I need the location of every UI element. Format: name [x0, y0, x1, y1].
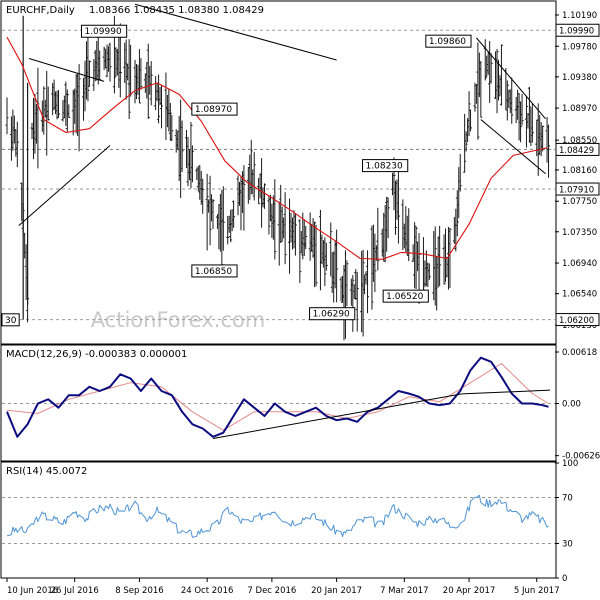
macd-y-tick-label: 0.00618 [562, 348, 597, 358]
x-tick-label: 26 Jul 2016 [51, 586, 99, 596]
price-trendline [476, 37, 546, 120]
price-panel-frame [0, 0, 557, 345]
x-tick-label: 7 Dec 2016 [247, 586, 296, 596]
price-trendline [134, 3, 337, 61]
x-tick-label: 5 Jun 2017 [514, 586, 560, 596]
price-annotation-label: 1.08230 [366, 162, 403, 172]
price-y-tick-label: 1.07750 [562, 197, 597, 207]
price-annotation-label: 1.09860 [429, 37, 466, 47]
x-tick-label: 20 Jan 2017 [311, 586, 362, 596]
price-y-tick-label: 1.08160 [562, 166, 597, 176]
macd-trendline [212, 393, 462, 439]
price-y-tick-label: 1.08970 [562, 104, 597, 114]
price-partial-label: 30 [5, 316, 17, 326]
price-annotation-label: 1.08970 [195, 105, 232, 115]
x-tick-label: 7 Mar 2017 [380, 586, 428, 596]
price-highlight-box [555, 23, 600, 37]
price-highlight-label: 1.07910 [559, 186, 594, 196]
price-annotation-label-box [425, 34, 472, 48]
macd-header: MACD(12,26,9) -0.000383 0.000001 [6, 349, 187, 360]
price-header-symbol: EURCHF,Daily [6, 5, 75, 16]
price-y-tick-label: 1.06540 [562, 290, 597, 300]
price-panel: 1.09990 1.08970 1.06850 1.08230 1.06290 1.065… [1, 3, 600, 341]
price-trendline [28, 58, 105, 82]
rsi-y-tick-label: 30 [562, 540, 573, 550]
price-annotation-label-box [191, 264, 238, 278]
price-highlight-label: 1.09990 [559, 27, 594, 37]
macd-trendline [461, 389, 551, 395]
price-highlight-box [555, 313, 600, 327]
price-highlight-label: 1.08429 [559, 146, 594, 156]
rsi-line [6, 494, 549, 538]
price-annotation-label-box [80, 24, 128, 38]
price-y-tick-label: 1.09780 [562, 42, 597, 52]
macd-y-tick-label: -0.00626 [562, 452, 600, 462]
rsi-panel-frame [0, 461, 557, 579]
x-tick-label: 8 Sep 2016 [115, 586, 163, 596]
macd-panel: 0.00618 0.00 -0.00626 [2, 348, 600, 462]
price-annotation-label-box [191, 102, 238, 116]
price-trendline [18, 145, 111, 227]
price-highlight-box [555, 142, 600, 156]
rsi-panel: 100 70 30 0 [2, 459, 578, 584]
price-annotation-label-box [309, 307, 356, 321]
price-annotation-label: 1.06850 [195, 267, 232, 277]
rsi-y-tick-label: 0 [562, 574, 567, 584]
price-annotation-label-box [362, 159, 409, 173]
rsi-header: RSI(14) 45.0072 [6, 466, 87, 477]
price-trendline [480, 119, 546, 175]
price-y-tick-label: 1.08550 [562, 136, 597, 146]
price-y-tick-label: 1.09380 [562, 73, 597, 83]
price-annotation-label: 1.09990 [84, 27, 121, 37]
x-tick-label: 10 Jun 2016 [7, 586, 58, 596]
rsi-y-tick-label: 70 [562, 494, 573, 504]
price-annotation-label-box [382, 289, 429, 303]
price-y-tick-label: 1.06940 [562, 259, 597, 269]
price-annotation-label: 1.06520 [386, 292, 423, 302]
rsi-y-tick-label: 100 [562, 459, 578, 469]
macd-line [6, 356, 549, 438]
price-header-ohlc: 1.08366 1.08435 1.08380 1.08429 [89, 5, 264, 16]
price-annotation-label: 1.06290 [313, 310, 350, 320]
price-y-tick-label: 1.07350 [562, 228, 597, 238]
price-y-tick-label: 1.10190 [562, 11, 597, 21]
moving-average-line [6, 36, 548, 260]
price-highlight-box [555, 182, 600, 196]
x-tick-label: 20 Apr 2017 [443, 586, 496, 596]
price-highlight-label: 1.06200 [559, 316, 594, 326]
macd-y-tick-label: 0.00 [562, 400, 581, 410]
price-partial-label-box [1, 313, 20, 327]
x-tick-label: 24 Oct 2016 [181, 586, 234, 596]
